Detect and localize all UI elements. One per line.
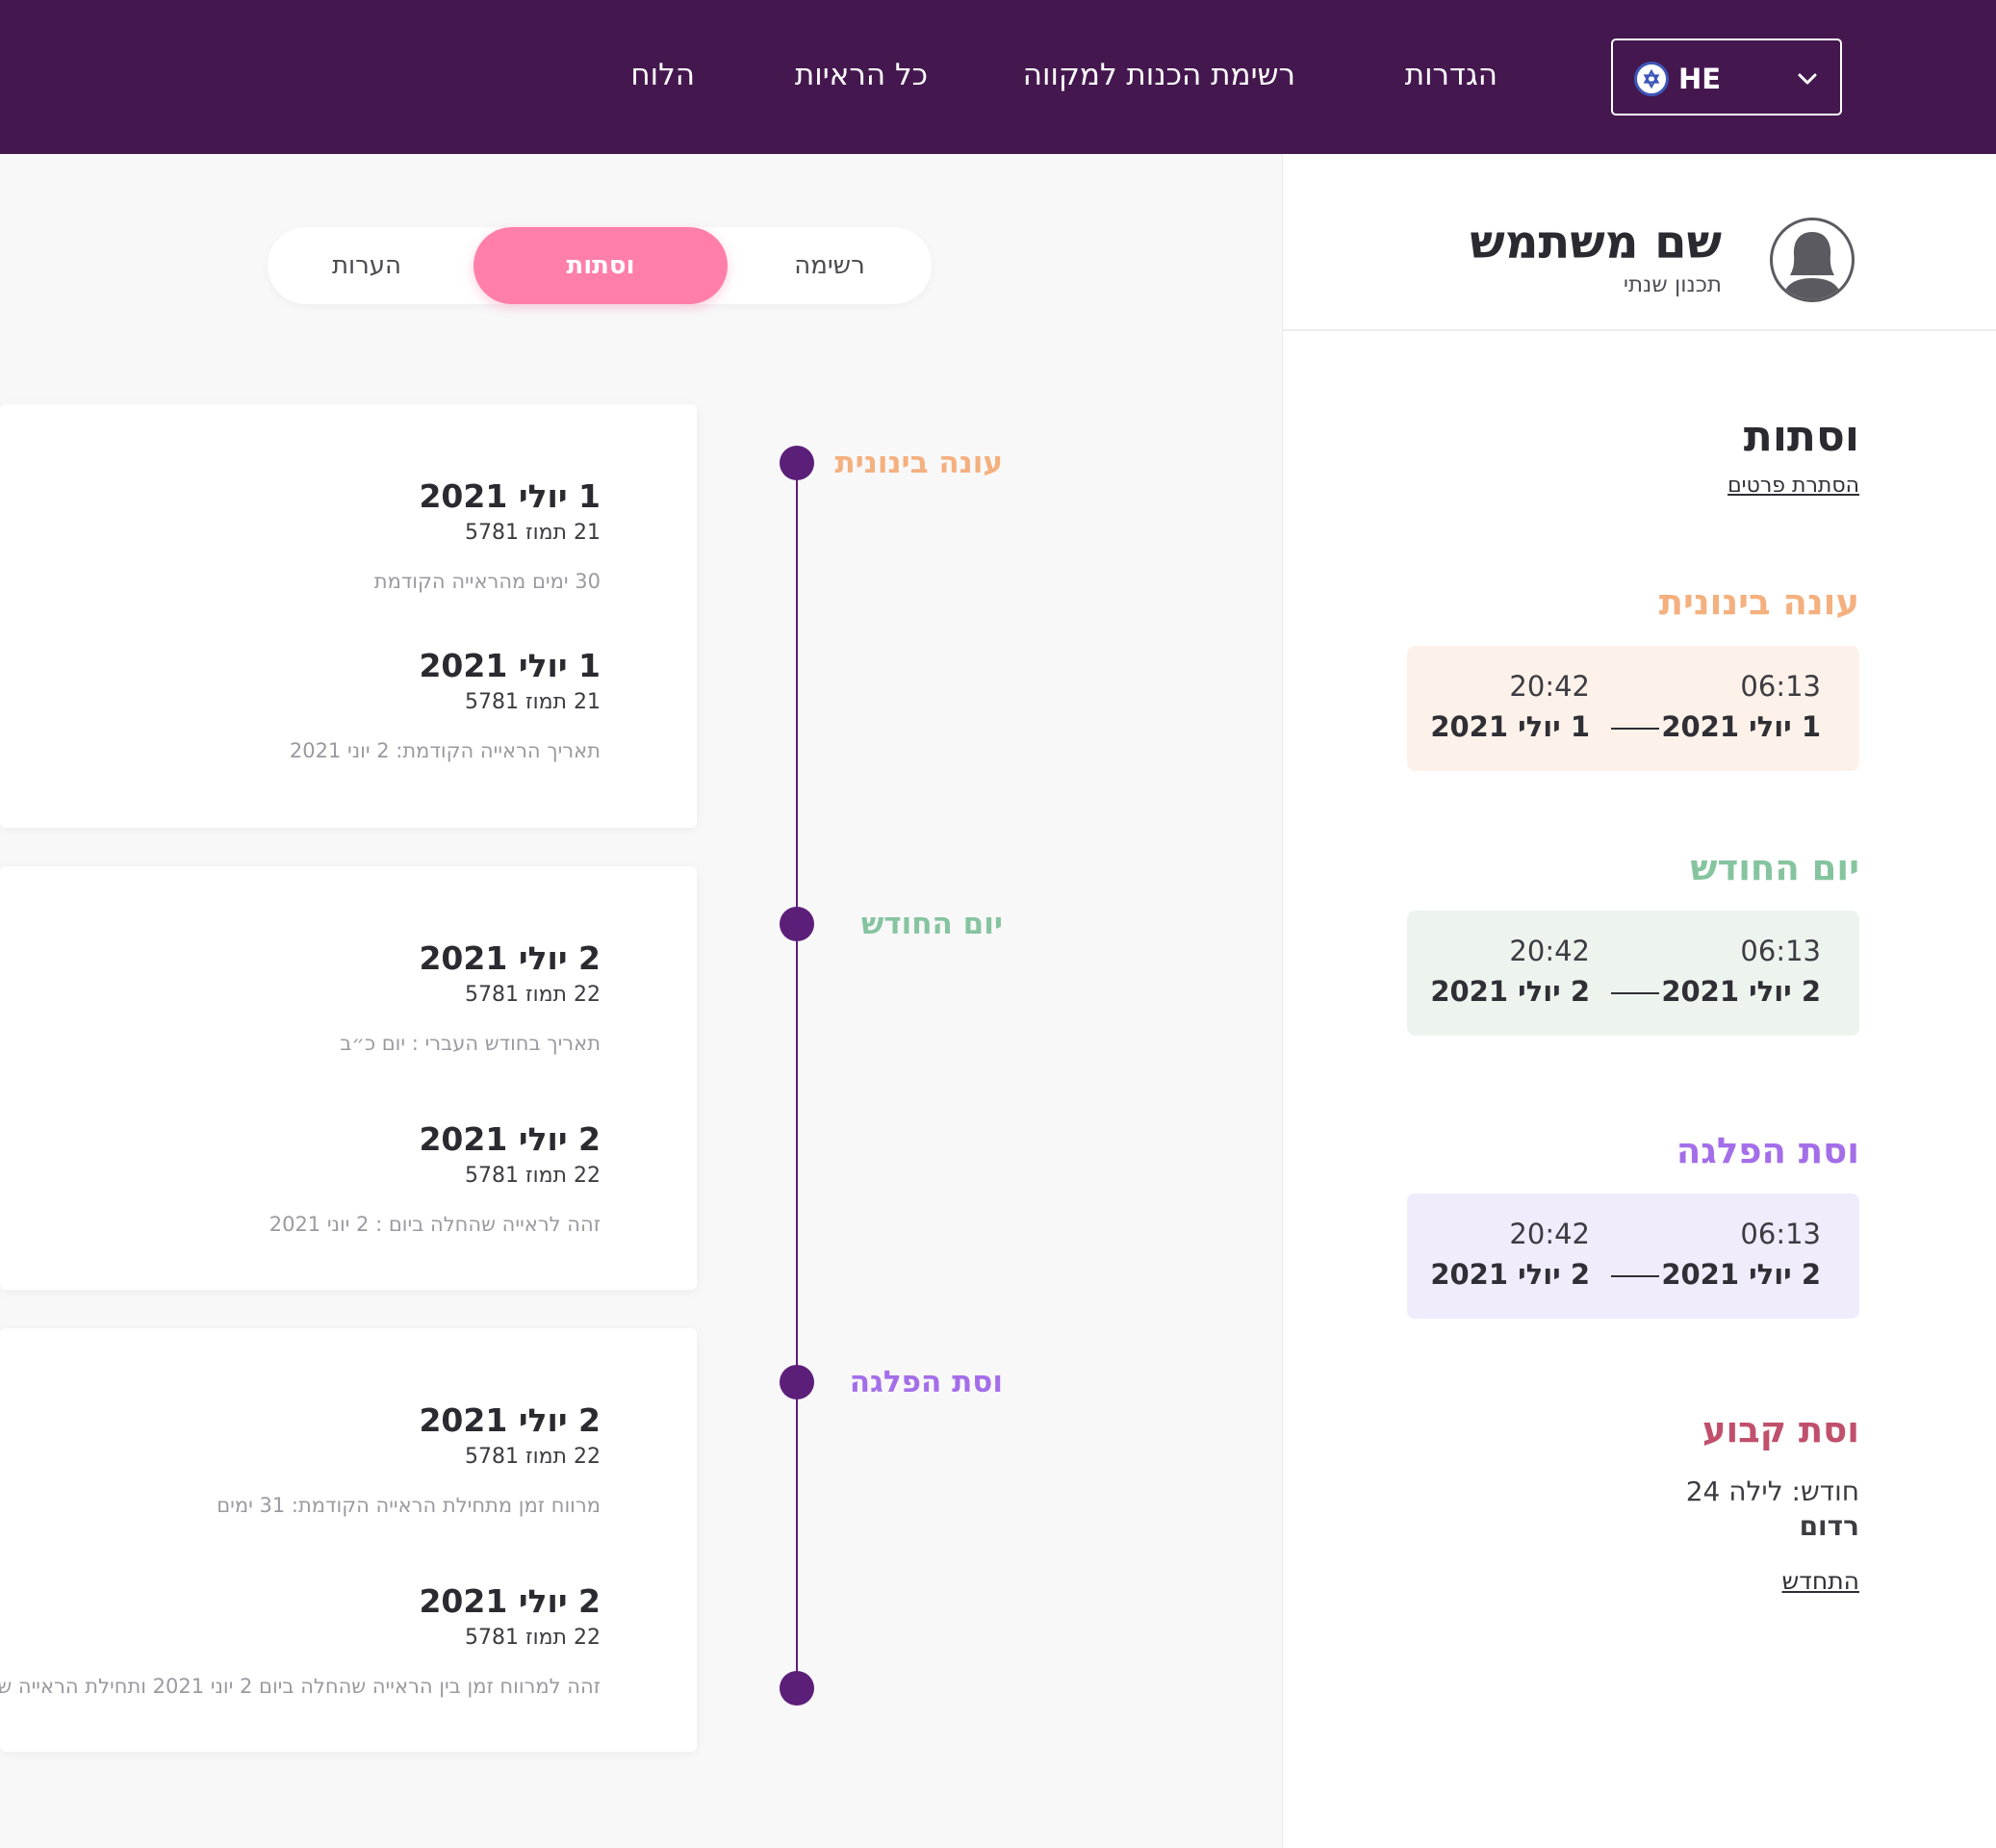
end-date: 1 יולי 2021 bbox=[1430, 710, 1590, 743]
entry-note: זהה למרווח זמן בין הראייה שהחלה ביום 2 י… bbox=[0, 1675, 601, 1698]
chevron-down-icon bbox=[1798, 73, 1817, 85]
entry-hebrew-date: 22 תמוז 5781 bbox=[465, 1445, 601, 1469]
user-name: שם משתמש bbox=[1470, 216, 1722, 270]
end-time: 20:42 bbox=[1509, 670, 1590, 703]
end-date: 2 יולי 2021 bbox=[1430, 1258, 1590, 1291]
category-title-average-period: עונה בינונית bbox=[1658, 581, 1859, 623]
timeline-dot bbox=[780, 446, 814, 480]
timeline-label-interval-period: וסת הפלגה bbox=[849, 1365, 1003, 1399]
time-range-average-period: 06:13 1 יולי 2021 20:42 1 יולי 2021 bbox=[1407, 646, 1859, 771]
fixed-period-title: וסת קבוע bbox=[1702, 1409, 1859, 1450]
category-title-interval-period: וסת הפלגה bbox=[1676, 1130, 1859, 1171]
user-profile: שם משתמש תכנון שנתי bbox=[1283, 154, 1996, 331]
entry-hebrew-date: 22 תמוז 5781 bbox=[465, 1626, 601, 1650]
start-time: 06:13 bbox=[1740, 1218, 1821, 1250]
entry-date: 2 יולי 2021 bbox=[419, 1120, 601, 1158]
end-time: 20:42 bbox=[1509, 1218, 1590, 1250]
renew-link[interactable]: התחדש bbox=[1781, 1567, 1859, 1595]
range-separator bbox=[1611, 1275, 1659, 1277]
timeline-card-average-period: 1 יולי 2021 21 תמוז 5781 30 ימים מהראייה… bbox=[0, 404, 697, 828]
periods-title: וסתות bbox=[1743, 412, 1859, 461]
entry-note: 30 ימים מהראייה הקודמת bbox=[373, 570, 601, 593]
end-date: 2 יולי 2021 bbox=[1430, 975, 1590, 1008]
timeline-label-day-of-month: יום החודש bbox=[860, 907, 1003, 941]
timeline-dot bbox=[780, 1365, 814, 1399]
start-date: 2 יולי 2021 bbox=[1661, 1258, 1821, 1291]
hide-details-link[interactable]: הסתרת פרטים bbox=[1727, 474, 1859, 498]
sidebar: שם משתמש תכנון שנתי וסתות הסתרת פרטים עו… bbox=[1282, 154, 1996, 1848]
category-title-day-of-month: יום החודש bbox=[1690, 847, 1859, 888]
entry-date: 2 יולי 2021 bbox=[419, 1401, 601, 1439]
timeline-card-day-of-month: 2 יולי 2021 22 תמוז 5781 תאריך בחודש העב… bbox=[0, 866, 697, 1290]
nav-all-sightings[interactable]: כל הראיות bbox=[794, 58, 928, 92]
israel-flag-icon bbox=[1634, 62, 1669, 96]
timeline-dot bbox=[780, 1671, 814, 1706]
entry-note: זהה לראייה שהחלה ביום : 2 יוני 2021 bbox=[269, 1213, 601, 1236]
entry-date: 2 יולי 2021 bbox=[419, 1582, 601, 1620]
entry-date: 1 יולי 2021 bbox=[419, 477, 601, 515]
start-time: 06:13 bbox=[1740, 935, 1821, 967]
entry-hebrew-date: 21 תמוז 5781 bbox=[465, 690, 601, 714]
timeline-card-interval-period: 2 יולי 2021 22 תמוז 5781 מרווח זמן מתחיל… bbox=[0, 1328, 697, 1752]
language-code: HE bbox=[1678, 63, 1722, 95]
end-time: 20:42 bbox=[1509, 935, 1590, 967]
range-separator bbox=[1611, 992, 1659, 994]
time-range-interval-period: 06:13 2 יולי 2021 20:42 2 יולי 2021 bbox=[1407, 1194, 1859, 1319]
nav-mikveh-prep-list[interactable]: רשימת הכנות למקווה bbox=[1022, 58, 1295, 92]
fixed-period-detail: חודש: לילה 24 bbox=[1685, 1476, 1859, 1507]
tab-list[interactable]: רשימה bbox=[794, 251, 865, 280]
entry-note: תאריך הראייה הקודמת: 2 יוני 2021 bbox=[289, 739, 601, 762]
entry-date: 2 יולי 2021 bbox=[419, 939, 601, 977]
entry-hebrew-date: 21 תמוז 5781 bbox=[465, 521, 601, 545]
range-separator bbox=[1611, 728, 1659, 730]
start-time: 06:13 bbox=[1740, 670, 1821, 703]
entry-hebrew-date: 22 תמוז 5781 bbox=[465, 1164, 601, 1188]
entry-hebrew-date: 22 תמוז 5781 bbox=[465, 983, 601, 1007]
user-plan: תכנון שנתי bbox=[1623, 272, 1722, 297]
time-range-day-of-month: 06:13 2 יולי 2021 20:42 2 יולי 2021 bbox=[1407, 911, 1859, 1036]
language-selector[interactable]: HE bbox=[1611, 38, 1842, 116]
entry-note: מרווח זמן מתחילת הראייה הקודמת: 31 ימים bbox=[217, 1494, 601, 1517]
tab-notes[interactable]: הערות bbox=[331, 251, 402, 280]
top-navigation-bar: הגדרות רשימת הכנות למקווה כל הראיות הלוח… bbox=[0, 0, 1996, 154]
nav-calendar[interactable]: הלוח bbox=[630, 58, 695, 92]
avatar-icon[interactable] bbox=[1770, 218, 1855, 302]
timeline-dot bbox=[780, 907, 814, 941]
start-date: 2 יולי 2021 bbox=[1661, 975, 1821, 1008]
view-tabs: הערות וסתות רשימה bbox=[268, 227, 932, 304]
nav-settings[interactable]: הגדרות bbox=[1404, 58, 1497, 92]
timeline-label-average-period: עונה בינונית bbox=[834, 446, 1004, 480]
fixed-period-status: רדום bbox=[1799, 1510, 1859, 1542]
timeline-line bbox=[796, 462, 798, 1690]
entry-date: 1 יולי 2021 bbox=[419, 647, 601, 684]
tab-periods[interactable]: וסתות bbox=[473, 227, 728, 304]
entry-note: תאריך בחודש העברי : יום כ״ב bbox=[340, 1032, 601, 1055]
start-date: 1 יולי 2021 bbox=[1661, 710, 1821, 743]
